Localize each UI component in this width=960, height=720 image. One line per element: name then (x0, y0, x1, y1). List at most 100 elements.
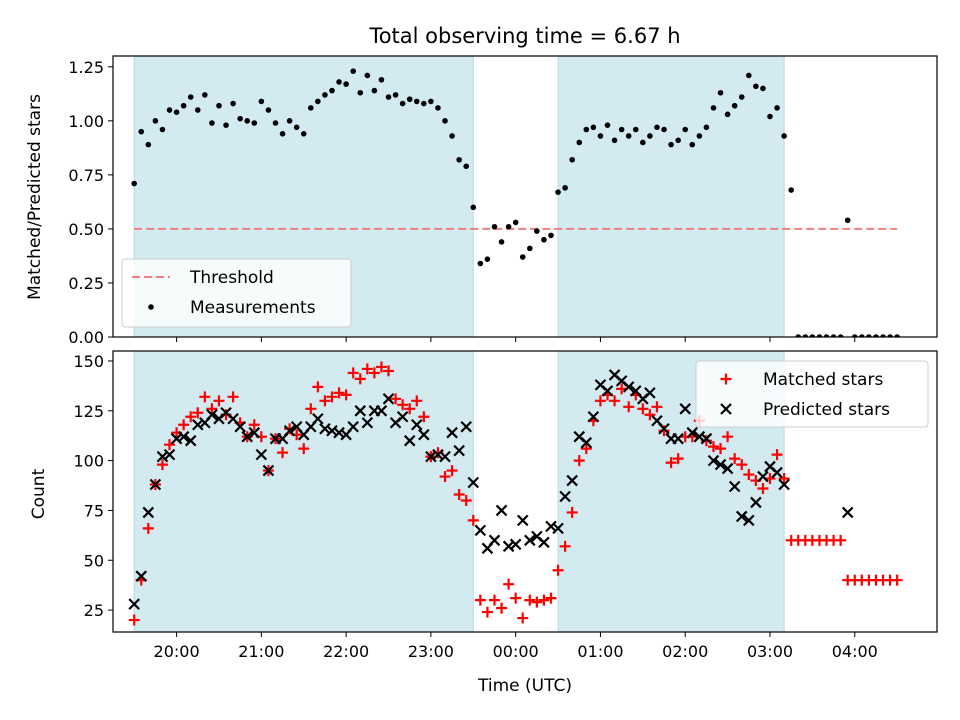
matched-star-point (411, 395, 423, 407)
measurement-point (534, 228, 540, 234)
matched-star-point (651, 401, 663, 413)
matched-star-point (128, 614, 140, 626)
matched-star-point (743, 469, 755, 481)
y-tick-label: 0.25 (68, 274, 104, 293)
predicted-star-point (743, 514, 755, 527)
measurement-point (703, 124, 710, 131)
matched-star-point (375, 361, 387, 373)
measurement-point (336, 79, 342, 85)
legend-box (695, 360, 929, 428)
predicted-star-point (580, 436, 593, 449)
matched-star-point (199, 391, 211, 403)
measurement-point (569, 156, 575, 163)
measurement-point (753, 83, 759, 90)
predicted-star-point (658, 422, 670, 435)
matched-star-point (736, 459, 748, 471)
predicted-star-point (432, 448, 444, 461)
measurement-point (859, 334, 865, 337)
predicted-star-point (262, 464, 275, 477)
measurement-point (604, 122, 611, 128)
matched-star-point (707, 441, 719, 453)
predicted-star-point (474, 524, 487, 537)
measurement-point (435, 105, 441, 111)
measurement-point (632, 126, 639, 133)
matched-star-point (164, 439, 176, 451)
matched-star-point (227, 391, 239, 403)
measurement-point (816, 334, 823, 337)
matched-star-point (156, 459, 168, 471)
measurement-point (258, 98, 265, 105)
measurement-point (216, 102, 222, 109)
matched-star-point (580, 443, 592, 455)
measurement-point (738, 94, 745, 100)
measurement-point (152, 118, 159, 124)
x-tick-label: 03:00 (747, 642, 793, 661)
y-tick-label: 125 (73, 402, 104, 421)
matched-star-point (326, 391, 338, 403)
matched-star-point (298, 443, 310, 455)
measurement-point (576, 139, 583, 146)
x-tick-label: 22:00 (323, 642, 369, 661)
predicted-star-point (841, 506, 854, 519)
predicted-star-point (714, 458, 727, 471)
matched-star-point (481, 606, 493, 618)
measurement-point (449, 133, 455, 139)
matched-star-point (354, 373, 366, 385)
matched-star-point (397, 399, 409, 411)
predicted-star-point (686, 426, 699, 439)
predicted-star-point (170, 432, 183, 445)
measurement-point (802, 334, 809, 337)
measurement-point (244, 118, 251, 124)
measurement-point (781, 133, 787, 139)
measurement-point (463, 163, 470, 170)
measurement-point (505, 223, 512, 230)
measurement-point (767, 113, 773, 120)
predicted-star-point (241, 430, 254, 443)
matched-star-point (722, 431, 734, 443)
measurement-point (385, 94, 392, 100)
matched-star-point (496, 602, 508, 614)
measurement-point (237, 115, 243, 122)
chart-title: Total observing time = 6.67 h (368, 24, 680, 48)
plot-frame (112, 55, 938, 338)
x-tick-label: 20:00 (154, 642, 200, 661)
predicted-star-point (679, 403, 691, 415)
measurement-point (477, 260, 484, 267)
measurement-point (746, 72, 752, 79)
measurement-point (265, 107, 272, 113)
measurement-point (173, 109, 180, 115)
legend-label-matched: Matched stars (763, 370, 883, 390)
matched-star-point (566, 506, 578, 518)
matched-star-point (778, 473, 790, 485)
predicted-star-point (312, 412, 324, 425)
measurement-point (230, 100, 236, 107)
predicted-star-point (587, 410, 600, 423)
legend-box (121, 258, 352, 328)
matched-star-point (510, 592, 522, 604)
predicted-star-point (559, 490, 571, 503)
predicted-star-point (509, 538, 522, 551)
matched-star-point (524, 594, 536, 606)
legend-label-measurements: Measurements (190, 298, 316, 318)
matched-star-point (277, 447, 289, 459)
predicted-star-point (545, 520, 557, 533)
matched-star-point (213, 395, 225, 407)
predicted-star-point (707, 454, 720, 467)
y-tick-label: 25 (84, 601, 104, 620)
predicted-star-point (191, 418, 204, 431)
matched-star-point (517, 612, 529, 624)
matched-star-point (390, 393, 402, 405)
predicted-star-point (149, 478, 162, 491)
measurement-point (795, 334, 802, 337)
measurement-point (675, 137, 681, 144)
measurement-point (343, 81, 349, 87)
predicted-star-point (142, 506, 155, 519)
matched-star-point (637, 403, 649, 415)
matched-star-point (729, 453, 741, 465)
x-tick-label: 04:00 (832, 642, 878, 661)
measurement-point (668, 141, 674, 148)
predicted-star-point (347, 420, 359, 433)
measurement-point (194, 107, 201, 113)
measurement-point (661, 126, 667, 133)
measurement-point (159, 126, 166, 133)
